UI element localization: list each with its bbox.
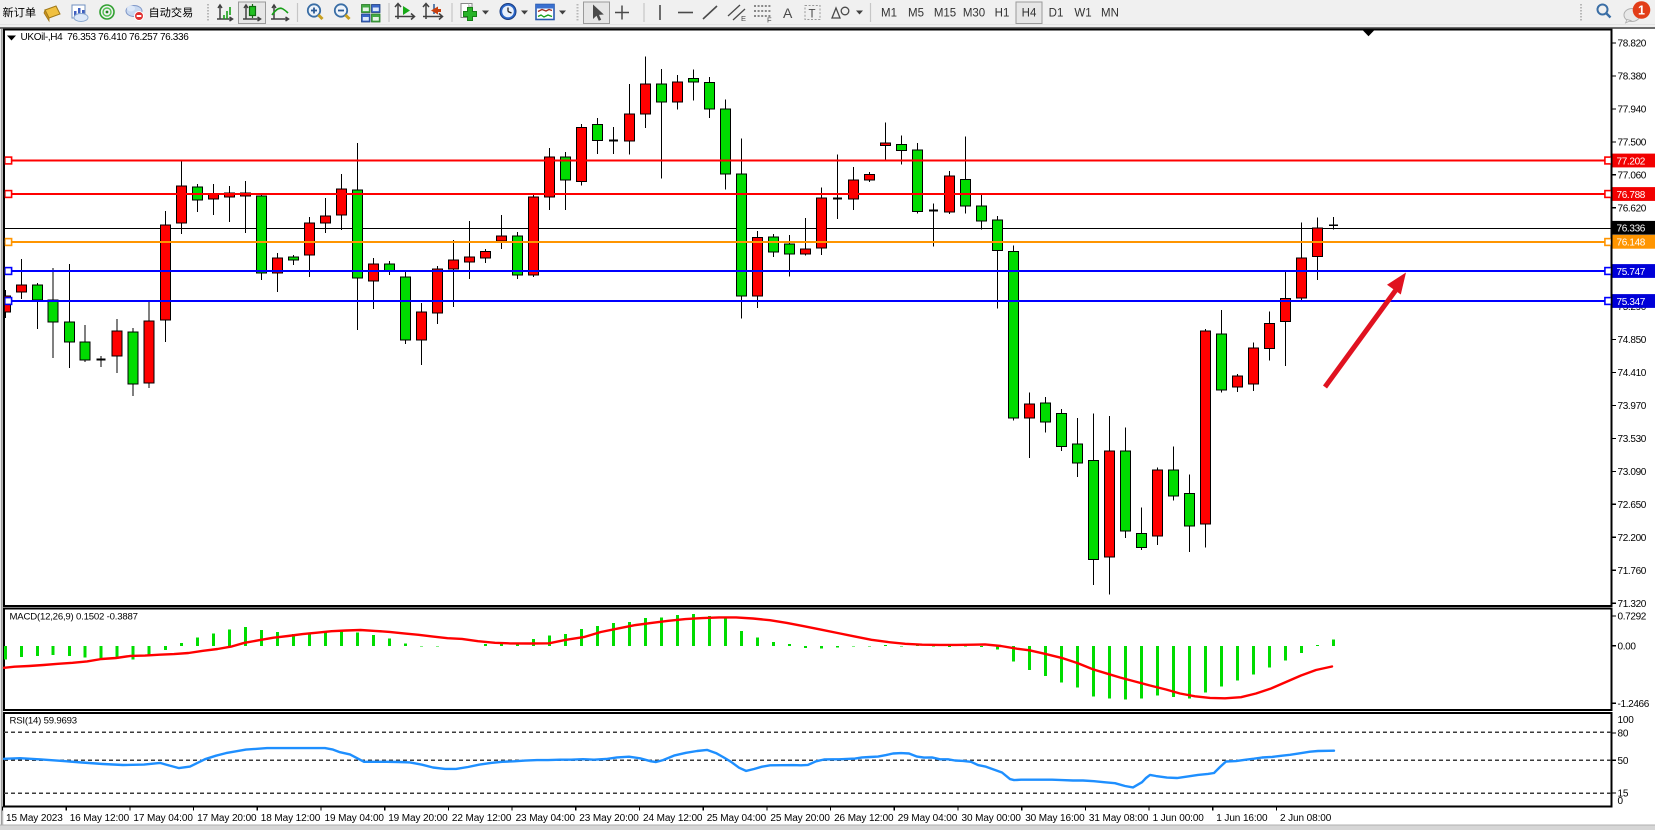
svg-text:78.380: 78.380 bbox=[1618, 72, 1647, 83]
svg-text:30 May 16:00: 30 May 16:00 bbox=[1025, 813, 1085, 824]
svg-text:1: 1 bbox=[1638, 4, 1645, 18]
svg-text:F: F bbox=[767, 16, 772, 25]
svg-text:76.788: 76.788 bbox=[1617, 190, 1646, 201]
svg-text:H1: H1 bbox=[995, 8, 1010, 20]
svg-text:77.202: 77.202 bbox=[1617, 156, 1646, 167]
svg-text:75.747: 75.747 bbox=[1617, 267, 1646, 278]
svg-text:78.820: 78.820 bbox=[1618, 39, 1647, 50]
svg-text:A: A bbox=[783, 5, 793, 21]
svg-text:1 Jun 00:00: 1 Jun 00:00 bbox=[1153, 813, 1205, 824]
svg-text:31 May 08:00: 31 May 08:00 bbox=[1089, 813, 1149, 824]
svg-text:15 May 2023: 15 May 2023 bbox=[6, 813, 63, 824]
svg-text:RSI(14) 59.9693: RSI(14) 59.9693 bbox=[10, 716, 77, 727]
svg-text:19 May 20:00: 19 May 20:00 bbox=[388, 813, 448, 824]
svg-text:100: 100 bbox=[1618, 715, 1635, 726]
svg-text:T: T bbox=[809, 9, 816, 21]
svg-text:D1: D1 bbox=[1049, 8, 1064, 20]
svg-text:25 May 04:00: 25 May 04:00 bbox=[707, 813, 767, 824]
svg-text:71.320: 71.320 bbox=[1618, 599, 1647, 610]
svg-text:50: 50 bbox=[1618, 756, 1629, 767]
svg-text:M15: M15 bbox=[934, 8, 956, 20]
svg-text:77.940: 77.940 bbox=[1618, 105, 1647, 116]
svg-text:71.760: 71.760 bbox=[1618, 566, 1647, 577]
svg-text:73.970: 73.970 bbox=[1618, 401, 1647, 412]
svg-text:1 Jun 16:00: 1 Jun 16:00 bbox=[1216, 813, 1268, 824]
svg-text:M30: M30 bbox=[963, 8, 985, 20]
svg-text:H4: H4 bbox=[1022, 8, 1037, 20]
svg-text:19 May 04:00: 19 May 04:00 bbox=[325, 813, 385, 824]
svg-text:26 May 12:00: 26 May 12:00 bbox=[834, 813, 894, 824]
svg-text:17 May 04:00: 17 May 04:00 bbox=[133, 813, 193, 824]
svg-text:2 Jun 08:00: 2 Jun 08:00 bbox=[1280, 813, 1332, 824]
svg-text:M1: M1 bbox=[881, 8, 897, 20]
svg-text:0.00: 0.00 bbox=[1618, 641, 1637, 652]
svg-text:72.200: 72.200 bbox=[1618, 533, 1647, 544]
svg-text:18 May 12:00: 18 May 12:00 bbox=[261, 813, 321, 824]
svg-text:22 May 12:00: 22 May 12:00 bbox=[452, 813, 512, 824]
svg-text:E: E bbox=[741, 14, 746, 23]
svg-text:23 May 04:00: 23 May 04:00 bbox=[516, 813, 576, 824]
svg-text:MN: MN bbox=[1101, 8, 1119, 20]
svg-text:16 May 12:00: 16 May 12:00 bbox=[70, 813, 130, 824]
svg-text:29 May 04:00: 29 May 04:00 bbox=[898, 813, 958, 824]
svg-text:UKOil-,H4 76.353 76.410 76.25: UKOil-,H4 76.353 76.410 76.257 76.336 bbox=[21, 32, 190, 43]
svg-text:72.650: 72.650 bbox=[1618, 500, 1647, 511]
svg-text:23 May 20:00: 23 May 20:00 bbox=[579, 813, 639, 824]
svg-text:76.336: 76.336 bbox=[1617, 224, 1646, 235]
svg-text:73.530: 73.530 bbox=[1618, 434, 1647, 445]
svg-text:0: 0 bbox=[1618, 796, 1624, 807]
svg-text:17 May 20:00: 17 May 20:00 bbox=[197, 813, 257, 824]
svg-text:MACD(12,26,9) 0.1502 -0.3887: MACD(12,26,9) 0.1502 -0.3887 bbox=[10, 612, 138, 623]
svg-text:76.620: 76.620 bbox=[1618, 203, 1647, 214]
svg-text:15: 15 bbox=[1618, 789, 1629, 800]
svg-text:74.410: 74.410 bbox=[1618, 368, 1647, 379]
svg-text:73.090: 73.090 bbox=[1618, 467, 1647, 478]
svg-text:30 May 00:00: 30 May 00:00 bbox=[962, 813, 1022, 824]
svg-text:M5: M5 bbox=[908, 8, 924, 20]
svg-text:77.060: 77.060 bbox=[1618, 170, 1647, 181]
svg-text:80: 80 bbox=[1618, 729, 1629, 740]
svg-text:77.500: 77.500 bbox=[1618, 137, 1647, 148]
svg-text:24 May 12:00: 24 May 12:00 bbox=[643, 813, 703, 824]
svg-text:25 May 20:00: 25 May 20:00 bbox=[770, 813, 830, 824]
svg-text:75.347: 75.347 bbox=[1617, 297, 1646, 308]
svg-text:W1: W1 bbox=[1074, 8, 1091, 20]
svg-text:74.850: 74.850 bbox=[1618, 335, 1647, 346]
svg-text:76.148: 76.148 bbox=[1617, 238, 1646, 249]
svg-text:-1.2466: -1.2466 bbox=[1618, 699, 1650, 710]
svg-text:0.7292: 0.7292 bbox=[1618, 612, 1647, 623]
